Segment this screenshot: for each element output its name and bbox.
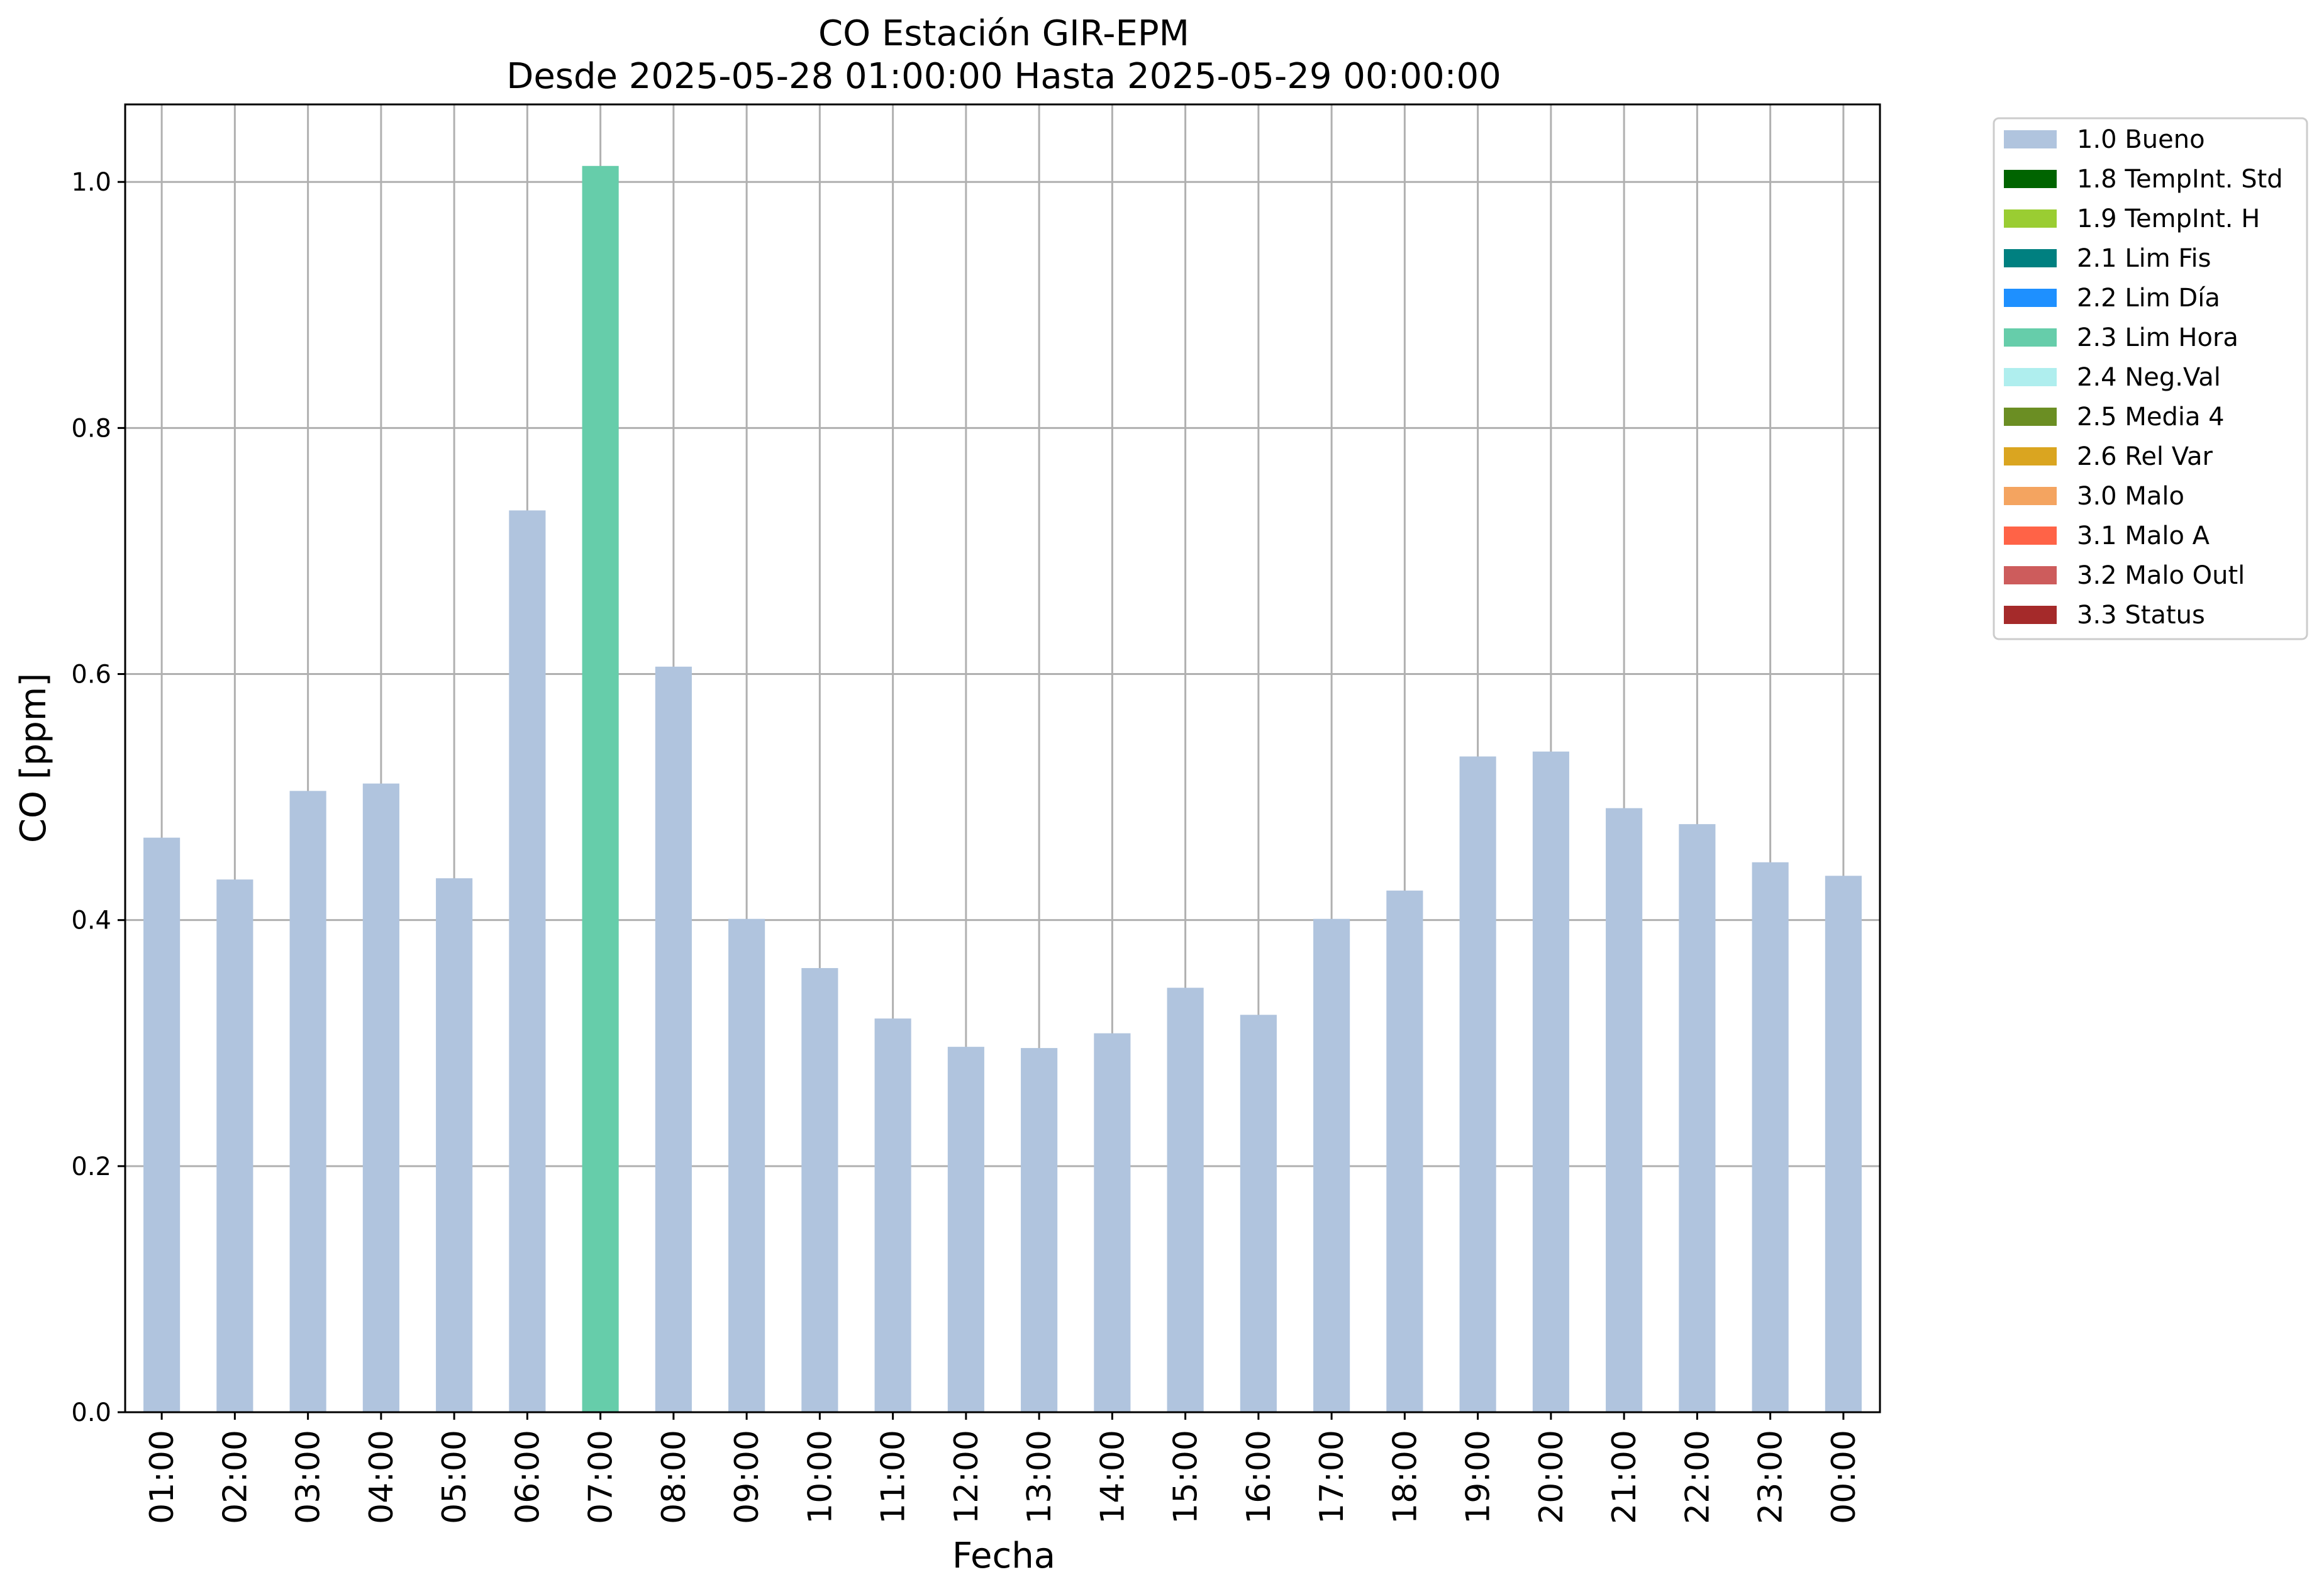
legend-label: 3.3 Status: [2077, 601, 2205, 630]
x-tick-label: 08:00: [655, 1430, 693, 1524]
bar-1100: [874, 1018, 911, 1412]
x-tick-label: 07:00: [582, 1430, 620, 1524]
y-tick-label: 0.8: [71, 414, 111, 443]
legend: 1.0 Bueno 1.8 TempInt. Std 1.9 TempInt. H 2…: [1993, 117, 2308, 640]
x-tick-label: 21:00: [1606, 1430, 1643, 1524]
bar-2200: [1679, 824, 1716, 1412]
legend-swatch: [2004, 368, 2057, 386]
x-tick-label: 19:00: [1460, 1430, 1498, 1524]
bar-1800: [1386, 890, 1423, 1412]
chart-title-line1: CO Estación GIR-EPM: [818, 13, 1189, 54]
bar-0700: [582, 165, 619, 1412]
x-tick-label: 05:00: [436, 1430, 474, 1524]
legend-label: 2.2 Lim Día: [2077, 284, 2220, 313]
x-tick-label: 01:00: [143, 1430, 181, 1524]
legend-swatch: [2004, 527, 2057, 545]
bar-0000: [1825, 876, 1862, 1412]
bar-1000: [801, 967, 838, 1412]
x-axis-ticks: 01:00 02:00 03:00 04:00 05:00 06:00 07:00 08:00…: [143, 1412, 1863, 1524]
y-axis-label: CO [ppm]: [13, 673, 54, 843]
legend-label: 2.5 Media 4: [2077, 403, 2225, 432]
y-axis-ticks: 0.0 0.2 0.4 0.6 0.8 1.0: [71, 168, 125, 1427]
x-tick-label: 16:00: [1240, 1430, 1278, 1524]
x-tick-label: 22:00: [1679, 1430, 1716, 1524]
legend-label: 2.3 Lim Hora: [2077, 323, 2238, 352]
bar-1500: [1167, 988, 1204, 1412]
bar-1700: [1313, 918, 1350, 1412]
legend-label: 2.6 Rel Var: [2077, 442, 2213, 471]
legend-swatch: [2004, 487, 2057, 505]
x-tick-label: 17:00: [1313, 1430, 1351, 1524]
bar-1300: [1021, 1048, 1058, 1412]
legend-label: 1.8 TempInt. Std: [2077, 165, 2283, 194]
x-tick-label: 12:00: [948, 1430, 986, 1524]
bar-0600: [509, 510, 546, 1413]
legend-label: 1.0 Bueno: [2077, 125, 2205, 154]
x-tick-label: 18:00: [1386, 1430, 1424, 1524]
legend-swatch: [2004, 447, 2057, 465]
legend-label: 2.4 Neg.Val: [2077, 363, 2221, 392]
x-tick-label: 20:00: [1533, 1430, 1571, 1524]
plot-frame: [124, 103, 1881, 1413]
legend-label: 3.1 Malo A: [2077, 521, 2210, 550]
bar-0500: [436, 878, 473, 1412]
legend-swatch: [2004, 249, 2057, 267]
bar-0900: [728, 918, 765, 1412]
x-tick-label: 04:00: [363, 1430, 401, 1524]
bar-0400: [362, 783, 399, 1412]
legend-frame: [1993, 117, 2308, 640]
chart-title-line2: Desde 2025-05-28 01:00:00 Hasta 2025-05-…: [506, 56, 1501, 97]
y-tick-label: 1.0: [71, 168, 111, 197]
bars: [143, 165, 1862, 1413]
x-tick-label: 02:00: [216, 1430, 254, 1524]
bar-1400: [1094, 1033, 1131, 1412]
bar-1200: [947, 1047, 984, 1412]
bar-2000: [1532, 751, 1569, 1412]
legend-swatch: [2004, 209, 2057, 228]
y-tick-label: 0.2: [71, 1152, 111, 1181]
x-tick-label: 10:00: [801, 1430, 839, 1524]
bar-0100: [143, 837, 181, 1412]
y-tick-label: 0.4: [71, 906, 111, 935]
legend-swatch: [2004, 328, 2057, 347]
bar-0300: [289, 791, 326, 1412]
x-tick-label: 13:00: [1021, 1430, 1059, 1524]
legend-label: 3.0 Malo: [2077, 482, 2184, 511]
legend-swatch: [2004, 408, 2057, 426]
x-tick-label: 15:00: [1167, 1430, 1205, 1524]
bar-0800: [655, 666, 692, 1412]
x-tick-label: 00:00: [1825, 1430, 1863, 1524]
y-tick-label: 0.6: [71, 660, 111, 689]
legend-swatch: [2004, 566, 2057, 584]
x-tick-label: 14:00: [1094, 1430, 1131, 1524]
x-tick-label: 11:00: [875, 1430, 913, 1524]
bar-1900: [1459, 756, 1496, 1412]
x-axis-label: Fecha: [952, 1535, 1055, 1576]
legend-label: 1.9 TempInt. H: [2077, 204, 2260, 233]
bar-1600: [1240, 1015, 1277, 1412]
legend-label: 2.1 Lim Fis: [2077, 244, 2211, 273]
y-tick-label: 0.0: [71, 1398, 111, 1427]
legend-label: 3.2 Malo Outl: [2077, 561, 2245, 590]
legend-swatch: [2004, 170, 2057, 188]
x-tick-label: 06:00: [509, 1430, 547, 1524]
legend-swatch: [2004, 606, 2057, 624]
x-tick-label: 09:00: [728, 1430, 766, 1524]
x-tick-label: 03:00: [290, 1430, 328, 1524]
bar-0200: [216, 879, 253, 1412]
x-tick-label: 23:00: [1752, 1430, 1790, 1524]
legend-swatch: [2004, 289, 2057, 307]
legend-swatch: [2004, 130, 2057, 148]
bar-2300: [1752, 862, 1789, 1412]
bar-2100: [1606, 808, 1643, 1412]
